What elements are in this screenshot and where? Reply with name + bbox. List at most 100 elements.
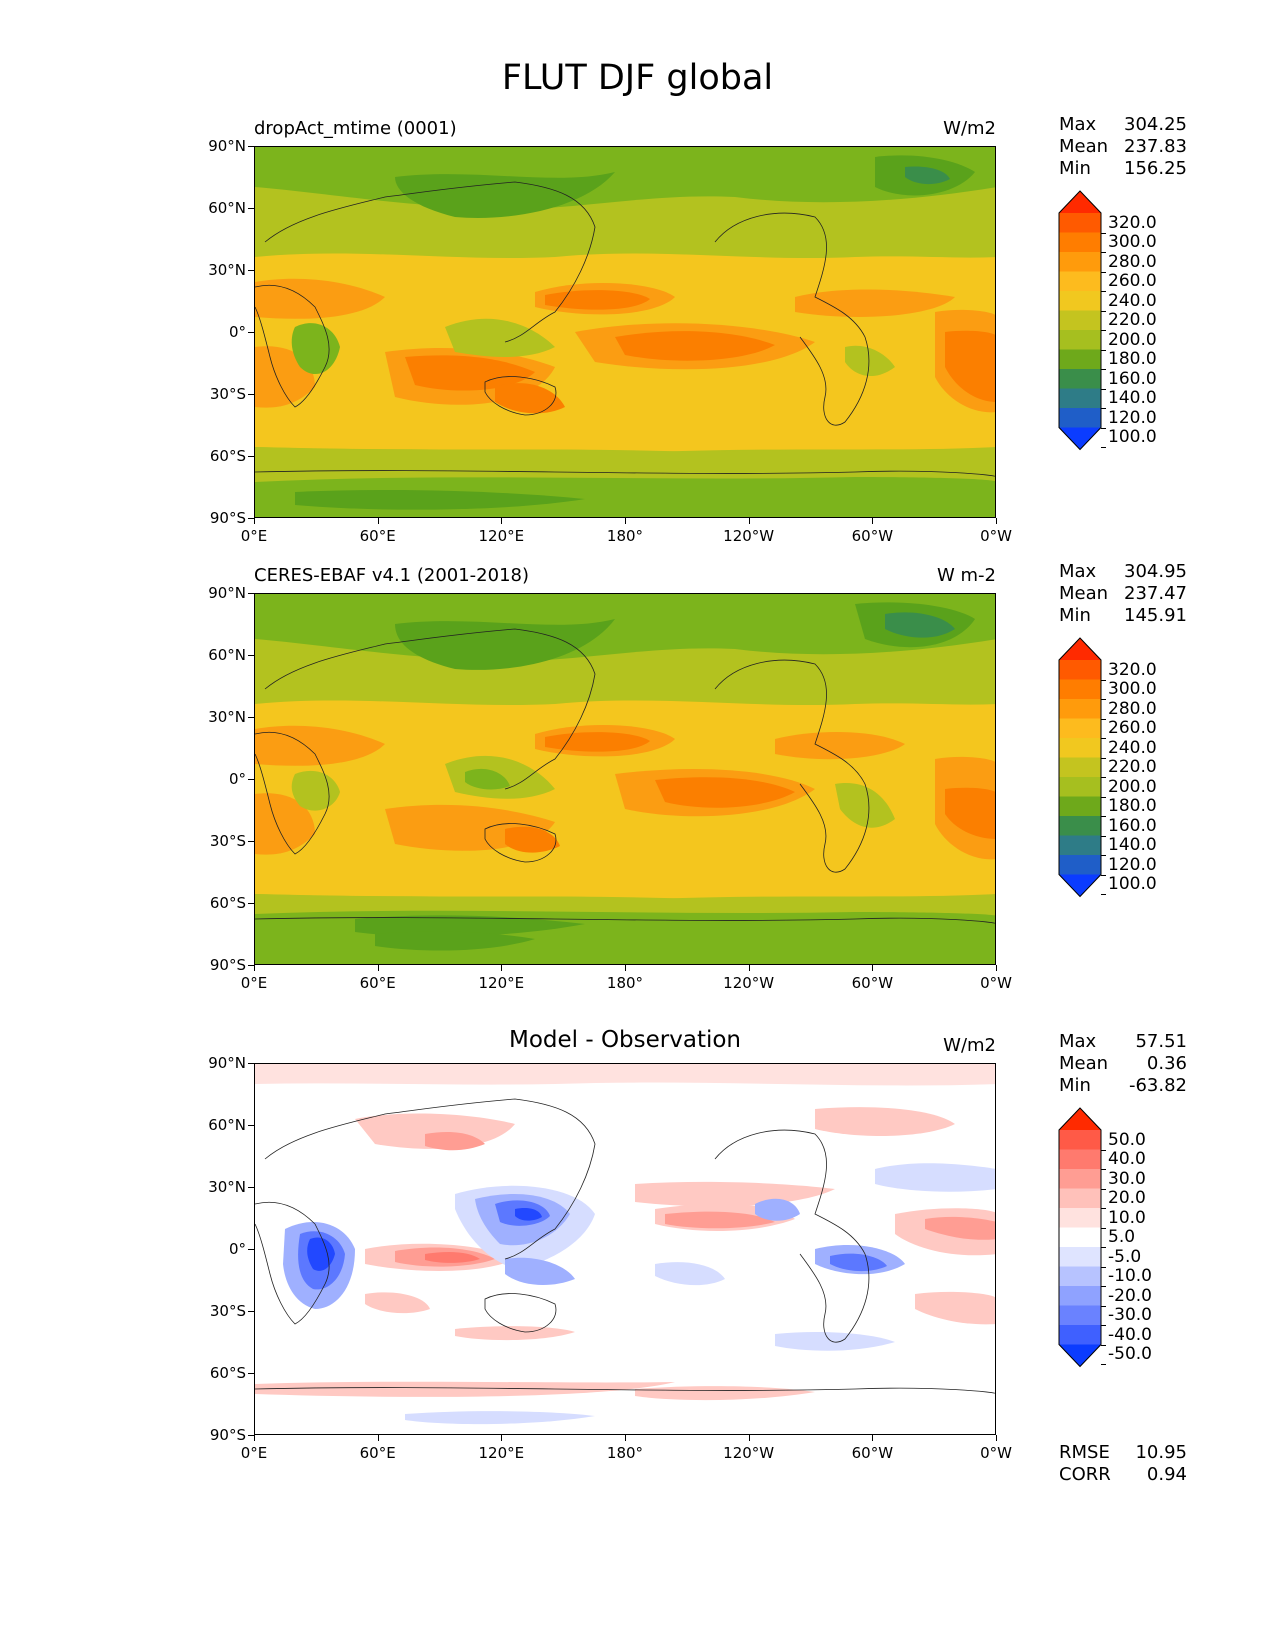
lat-tick-label: 30°S <box>209 1302 246 1320</box>
colorbar <box>1058 190 1102 451</box>
colorbar-segment <box>1059 1208 1101 1228</box>
stats-block: Max 304.25 Mean 237.83 Min 156.25 <box>1059 114 1187 180</box>
lon-tick-label: 0°W <box>980 974 1012 992</box>
lat-tick-mark <box>248 208 254 209</box>
lon-tick-label: 180° <box>606 527 644 545</box>
lon-tick-mark <box>872 518 874 524</box>
colorbar-tick-mark <box>1101 1364 1106 1365</box>
colorbar-tick-mark <box>1101 349 1106 351</box>
lat-tick-label: 60°N <box>208 646 246 664</box>
colorbar-tick-mark <box>1101 388 1106 390</box>
colorbar-segment <box>1059 310 1101 331</box>
colorbar-segment <box>1059 796 1101 817</box>
colorbar-tick-label: 40.0 <box>1108 1149 1146 1170</box>
lon-tick-label: 180° <box>606 1444 644 1462</box>
lat-tick-mark <box>248 332 254 333</box>
colorbar-segment <box>1059 835 1101 856</box>
colorbar-tick-mark <box>1101 816 1106 817</box>
lat-tick-mark <box>248 146 254 147</box>
lat-tick-label: 30°S <box>209 832 246 850</box>
lon-tick-mark <box>872 1435 874 1441</box>
lon-tick-label: 60°W <box>851 974 894 992</box>
diff-map <box>254 1063 996 1435</box>
lat-tick-label: 60°S <box>209 1364 246 1382</box>
lon-tick-mark <box>501 1435 503 1441</box>
lon-tick-label: 60°W <box>851 1444 894 1462</box>
colorbar-tick-label: 300.0 <box>1108 679 1157 700</box>
colorbar-segment <box>1059 1247 1101 1267</box>
lat-tick-label: 30°S <box>209 385 246 403</box>
lon-tick-mark <box>254 1435 255 1441</box>
colorbar-tick-label: 240.0 <box>1108 290 1157 311</box>
lon-tick-mark <box>625 518 626 524</box>
panel-units: W/m2 <box>943 118 996 139</box>
colorbar-segment <box>1059 679 1101 700</box>
colorbar-tick-label: 280.0 <box>1108 698 1157 719</box>
lon-tick-mark <box>254 518 255 524</box>
stat-label: Min <box>1059 605 1091 626</box>
lon-tick-label: 60°E <box>359 974 396 992</box>
colorbar-tick-label: 260.0 <box>1108 271 1157 292</box>
colorbar-tick-mark <box>1101 330 1106 331</box>
lon-tick-label: 0°E <box>240 974 268 992</box>
figure-title: FLUT DJF global <box>501 58 774 98</box>
lat-tick-mark <box>248 779 254 780</box>
colorbar-tick-label: -20.0 <box>1108 1285 1152 1306</box>
colorbar-tick-label: 20.0 <box>1108 1188 1146 1209</box>
colorbar-segment <box>1059 699 1101 719</box>
lon-tick-mark <box>625 1435 626 1441</box>
lat-tick-mark <box>248 518 254 519</box>
colorbar-tick-label: 280.0 <box>1108 251 1157 272</box>
lat-tick-mark <box>248 1373 254 1374</box>
colorbar-segment <box>1059 271 1101 292</box>
stat-value: 145.91 <box>1124 605 1187 626</box>
lon-tick-label: 120°E <box>478 974 525 992</box>
lat-tick-label: 90°S <box>209 1426 246 1444</box>
panel-units: W m-2 <box>936 565 996 586</box>
colorbar-segment <box>1059 1149 1101 1170</box>
colorbar-tick-mark <box>1101 1169 1106 1170</box>
stat-value: 237.83 <box>1124 136 1187 157</box>
lat-tick-mark <box>248 841 254 842</box>
colorbar-tick-label: 120.0 <box>1108 854 1157 875</box>
colorbar-tick-label: 180.0 <box>1108 796 1157 817</box>
stat-label: Min <box>1059 1075 1091 1096</box>
lat-tick-label: 90°S <box>209 509 246 527</box>
stat-label: Mean <box>1059 583 1109 604</box>
colorbar-tick-mark <box>1101 796 1106 798</box>
stat-value: 304.95 <box>1124 561 1187 582</box>
stat-value: 57.51 <box>1135 1031 1187 1052</box>
colorbar-segment <box>1059 213 1101 233</box>
stat-label: Mean <box>1059 1053 1109 1074</box>
lon-tick-mark <box>748 518 750 524</box>
lon-tick-label: 0°W <box>980 1444 1012 1462</box>
lat-tick-label: 30°N <box>208 261 246 279</box>
colorbar-tick-mark <box>1101 738 1106 739</box>
colorbar-segment <box>1059 1325 1101 1345</box>
colorbar-tick-label: 140.0 <box>1108 835 1157 856</box>
lon-tick-mark <box>625 965 626 971</box>
lat-tick-mark <box>248 965 254 966</box>
lat-tick-label: 60°S <box>209 894 246 912</box>
colorbar-tick-mark <box>1101 874 1106 876</box>
lat-tick-mark <box>248 903 254 904</box>
colorbar-tick-label: -50.0 <box>1108 1344 1152 1365</box>
lat-tick-mark <box>248 1435 254 1436</box>
lat-tick-mark <box>248 1125 254 1126</box>
colorbar-tick-label: 100.0 <box>1108 874 1157 895</box>
corr-value: 0.94 <box>1146 1464 1187 1485</box>
colorbar-segment <box>1059 232 1101 253</box>
lon-tick-mark <box>501 965 503 971</box>
lat-tick-label: 90°N <box>208 137 246 155</box>
lon-tick-label: 120°E <box>478 527 525 545</box>
panel-title: Model - Observation <box>508 1027 742 1053</box>
stat-value: 0.36 <box>1146 1053 1187 1074</box>
colorbar-tick-mark <box>1101 1247 1106 1248</box>
metrics-block: RMSE 10.95 CORR 0.94 <box>1059 1442 1187 1486</box>
lon-tick-mark <box>377 965 379 971</box>
colorbar-segment <box>1059 291 1101 311</box>
stat-label: Max <box>1059 114 1097 135</box>
colorbar-tick-label: 180.0 <box>1108 349 1157 370</box>
colorbar-segment <box>1059 388 1101 409</box>
colorbar-tick-label: -5.0 <box>1108 1246 1142 1267</box>
